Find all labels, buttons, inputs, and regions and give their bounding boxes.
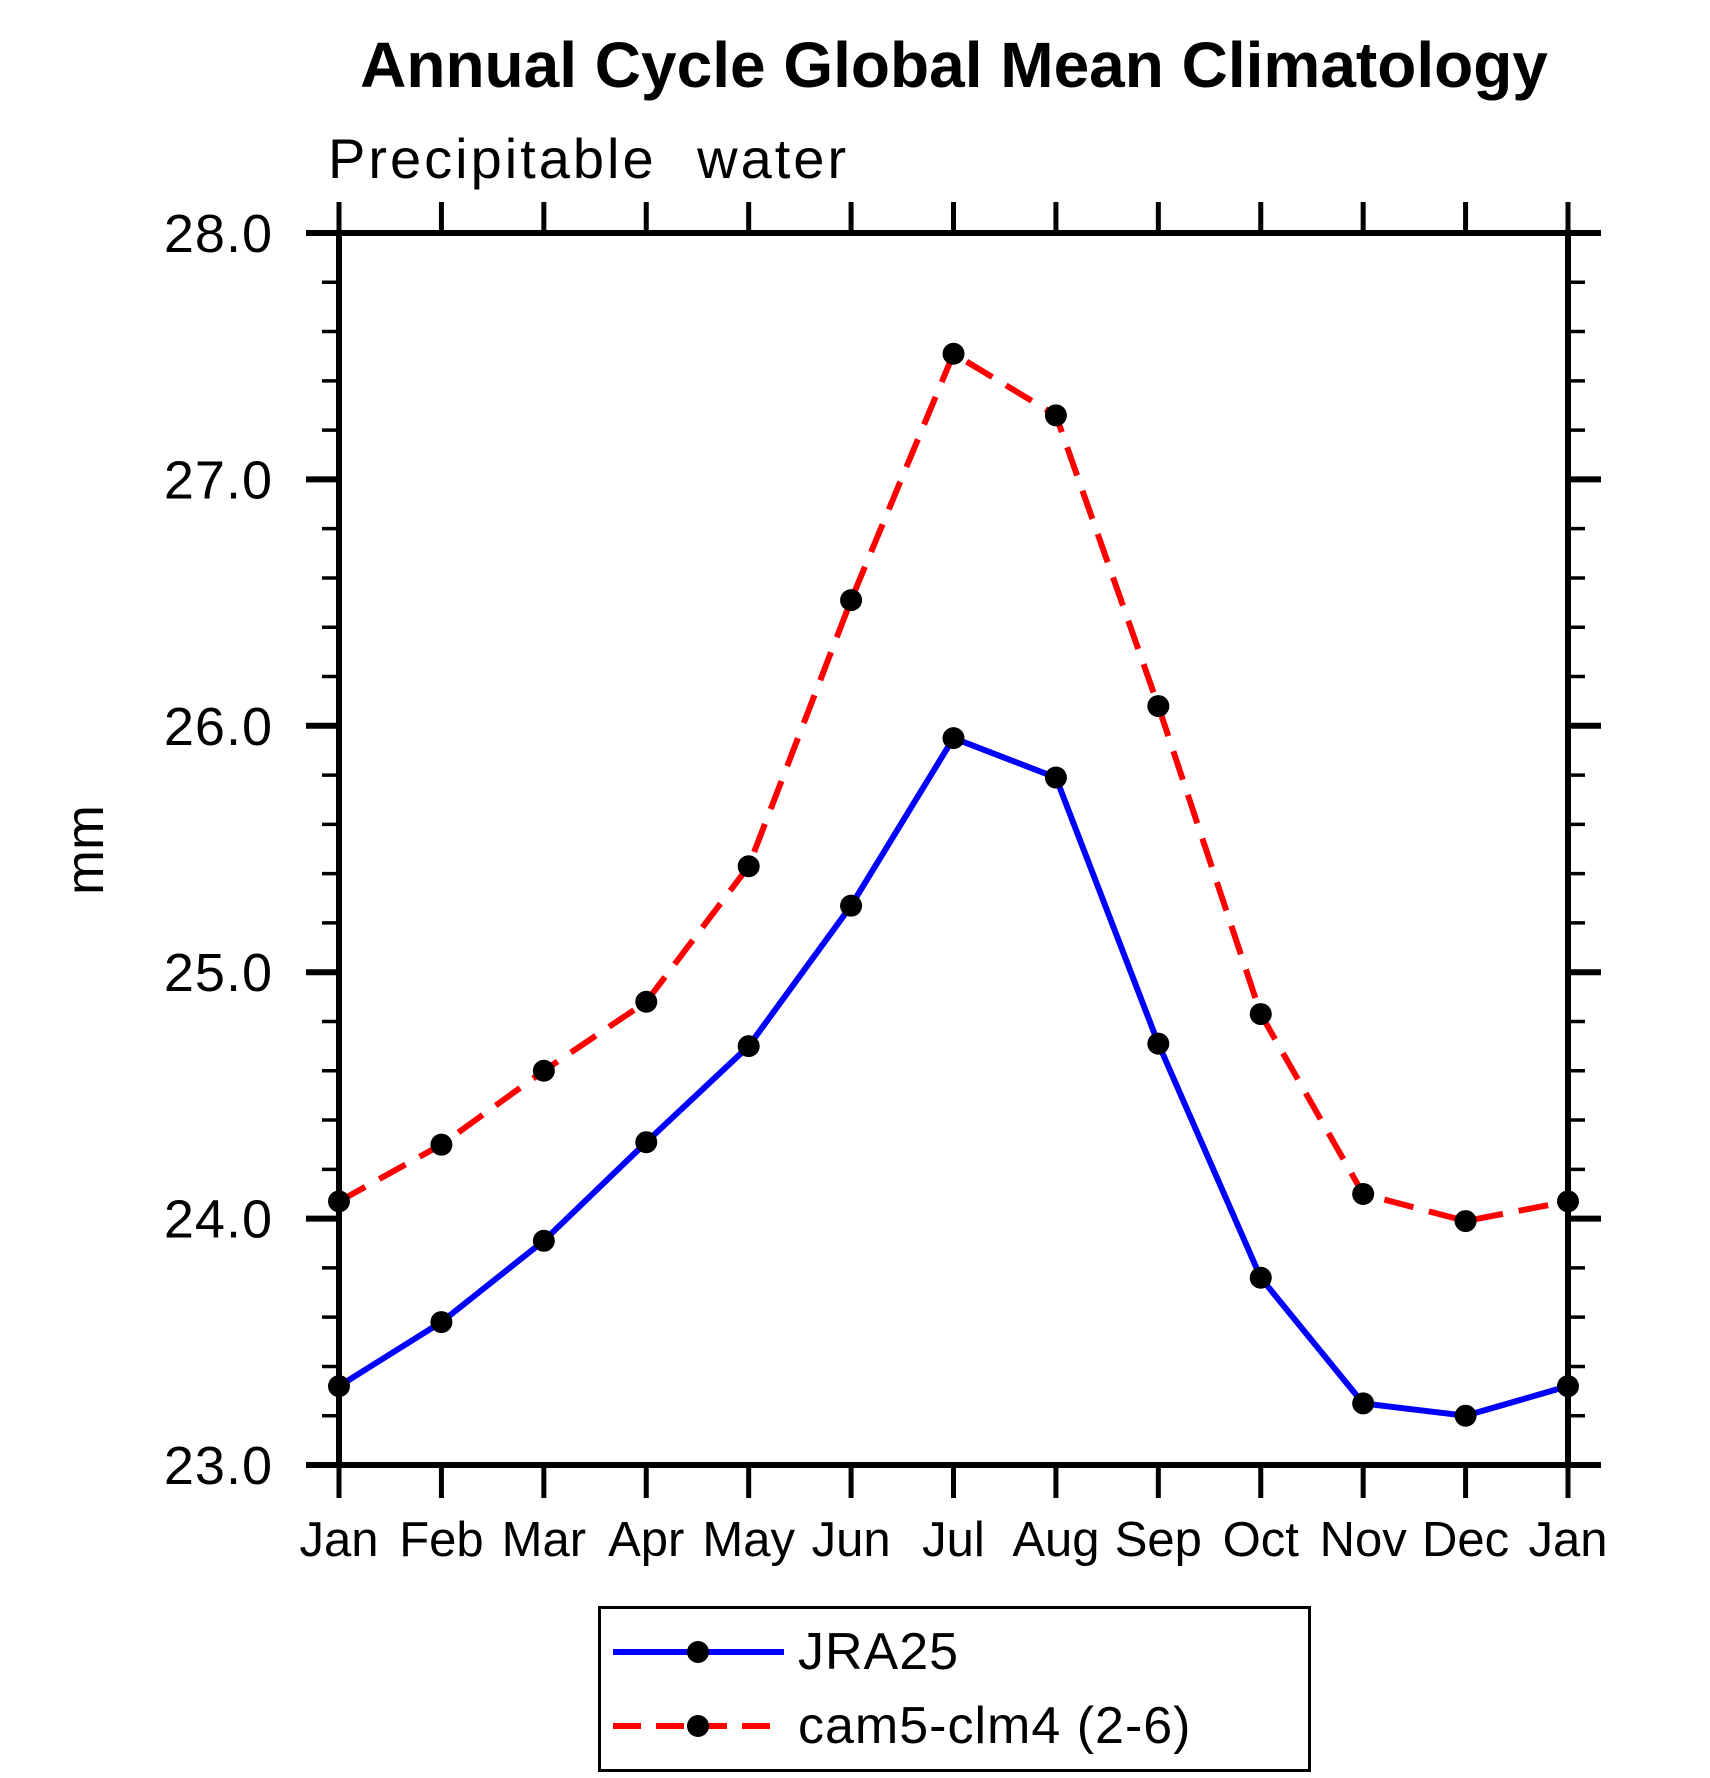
legend-item-cam5-clm4: cam5-clm4 (2-6) <box>606 1696 1308 1756</box>
legend-marker-dot <box>687 1715 709 1737</box>
x-tick-label: Sep <box>1115 1513 1202 1567</box>
x-tick-label: Mar <box>502 1513 586 1567</box>
x-tick-label: Dec <box>1422 1513 1509 1567</box>
y-tick-label: 27.0 <box>164 450 273 510</box>
y-tick-label: 25.0 <box>164 943 273 1003</box>
x-tick-label: Apr <box>608 1513 684 1567</box>
y-tick-label: 23.0 <box>164 1436 273 1496</box>
legend-label-jra25: JRA25 <box>798 1623 960 1681</box>
plot-frame <box>336 230 1571 1468</box>
series-markers-0 <box>328 727 1579 1427</box>
x-tick-label: Jan <box>1528 1513 1607 1567</box>
chart-title: Annual Cycle Global Mean Climatology <box>360 29 1548 101</box>
legend-item-jra25: JRA25 <box>606 1622 1308 1682</box>
y-axis-title: mm <box>55 805 115 895</box>
y-axis-labels: 28.0 27.0 26.0 25.0 24.0 23.0 <box>164 204 273 1496</box>
x-tick-label: May <box>702 1513 795 1567</box>
y-tick-label: 24.0 <box>164 1190 273 1250</box>
y-tick-label: 26.0 <box>164 697 273 757</box>
x-tick-label: Aug <box>1012 1513 1099 1567</box>
x-tick-label: Jun <box>812 1513 891 1567</box>
x-tick-label: Jul <box>922 1513 985 1567</box>
x-tick-label: Jan <box>299 1513 378 1567</box>
x-axis-labels: Jan Feb Mar Apr May Jun Jul Aug Sep Oct Nov Dec Jan <box>299 1513 1607 1567</box>
x-tick-label: Oct <box>1223 1513 1300 1567</box>
y-tick-label: 28.0 <box>164 204 273 264</box>
chart-subtitle: Precipitable water <box>328 127 850 190</box>
series-line-0 <box>337 734 1569 1419</box>
legend-label-cam5-clm4: cam5-clm4 (2-6) <box>798 1697 1192 1755</box>
x-tick-label: Nov <box>1320 1513 1408 1567</box>
legend-line-sample-solid <box>613 1641 784 1663</box>
series-line-1 <box>337 349 1569 1225</box>
legend-marker-dot <box>687 1641 709 1663</box>
series-markers-1 <box>328 342 1579 1233</box>
x-axis-ticks <box>336 202 1571 1498</box>
x-tick-label: Feb <box>399 1513 483 1567</box>
y-axis-ticks <box>306 230 1601 1468</box>
legend: JRA25 cam5-clm4 (2-6) <box>598 1606 1311 1772</box>
legend-line-sample-dashed <box>613 1715 784 1737</box>
